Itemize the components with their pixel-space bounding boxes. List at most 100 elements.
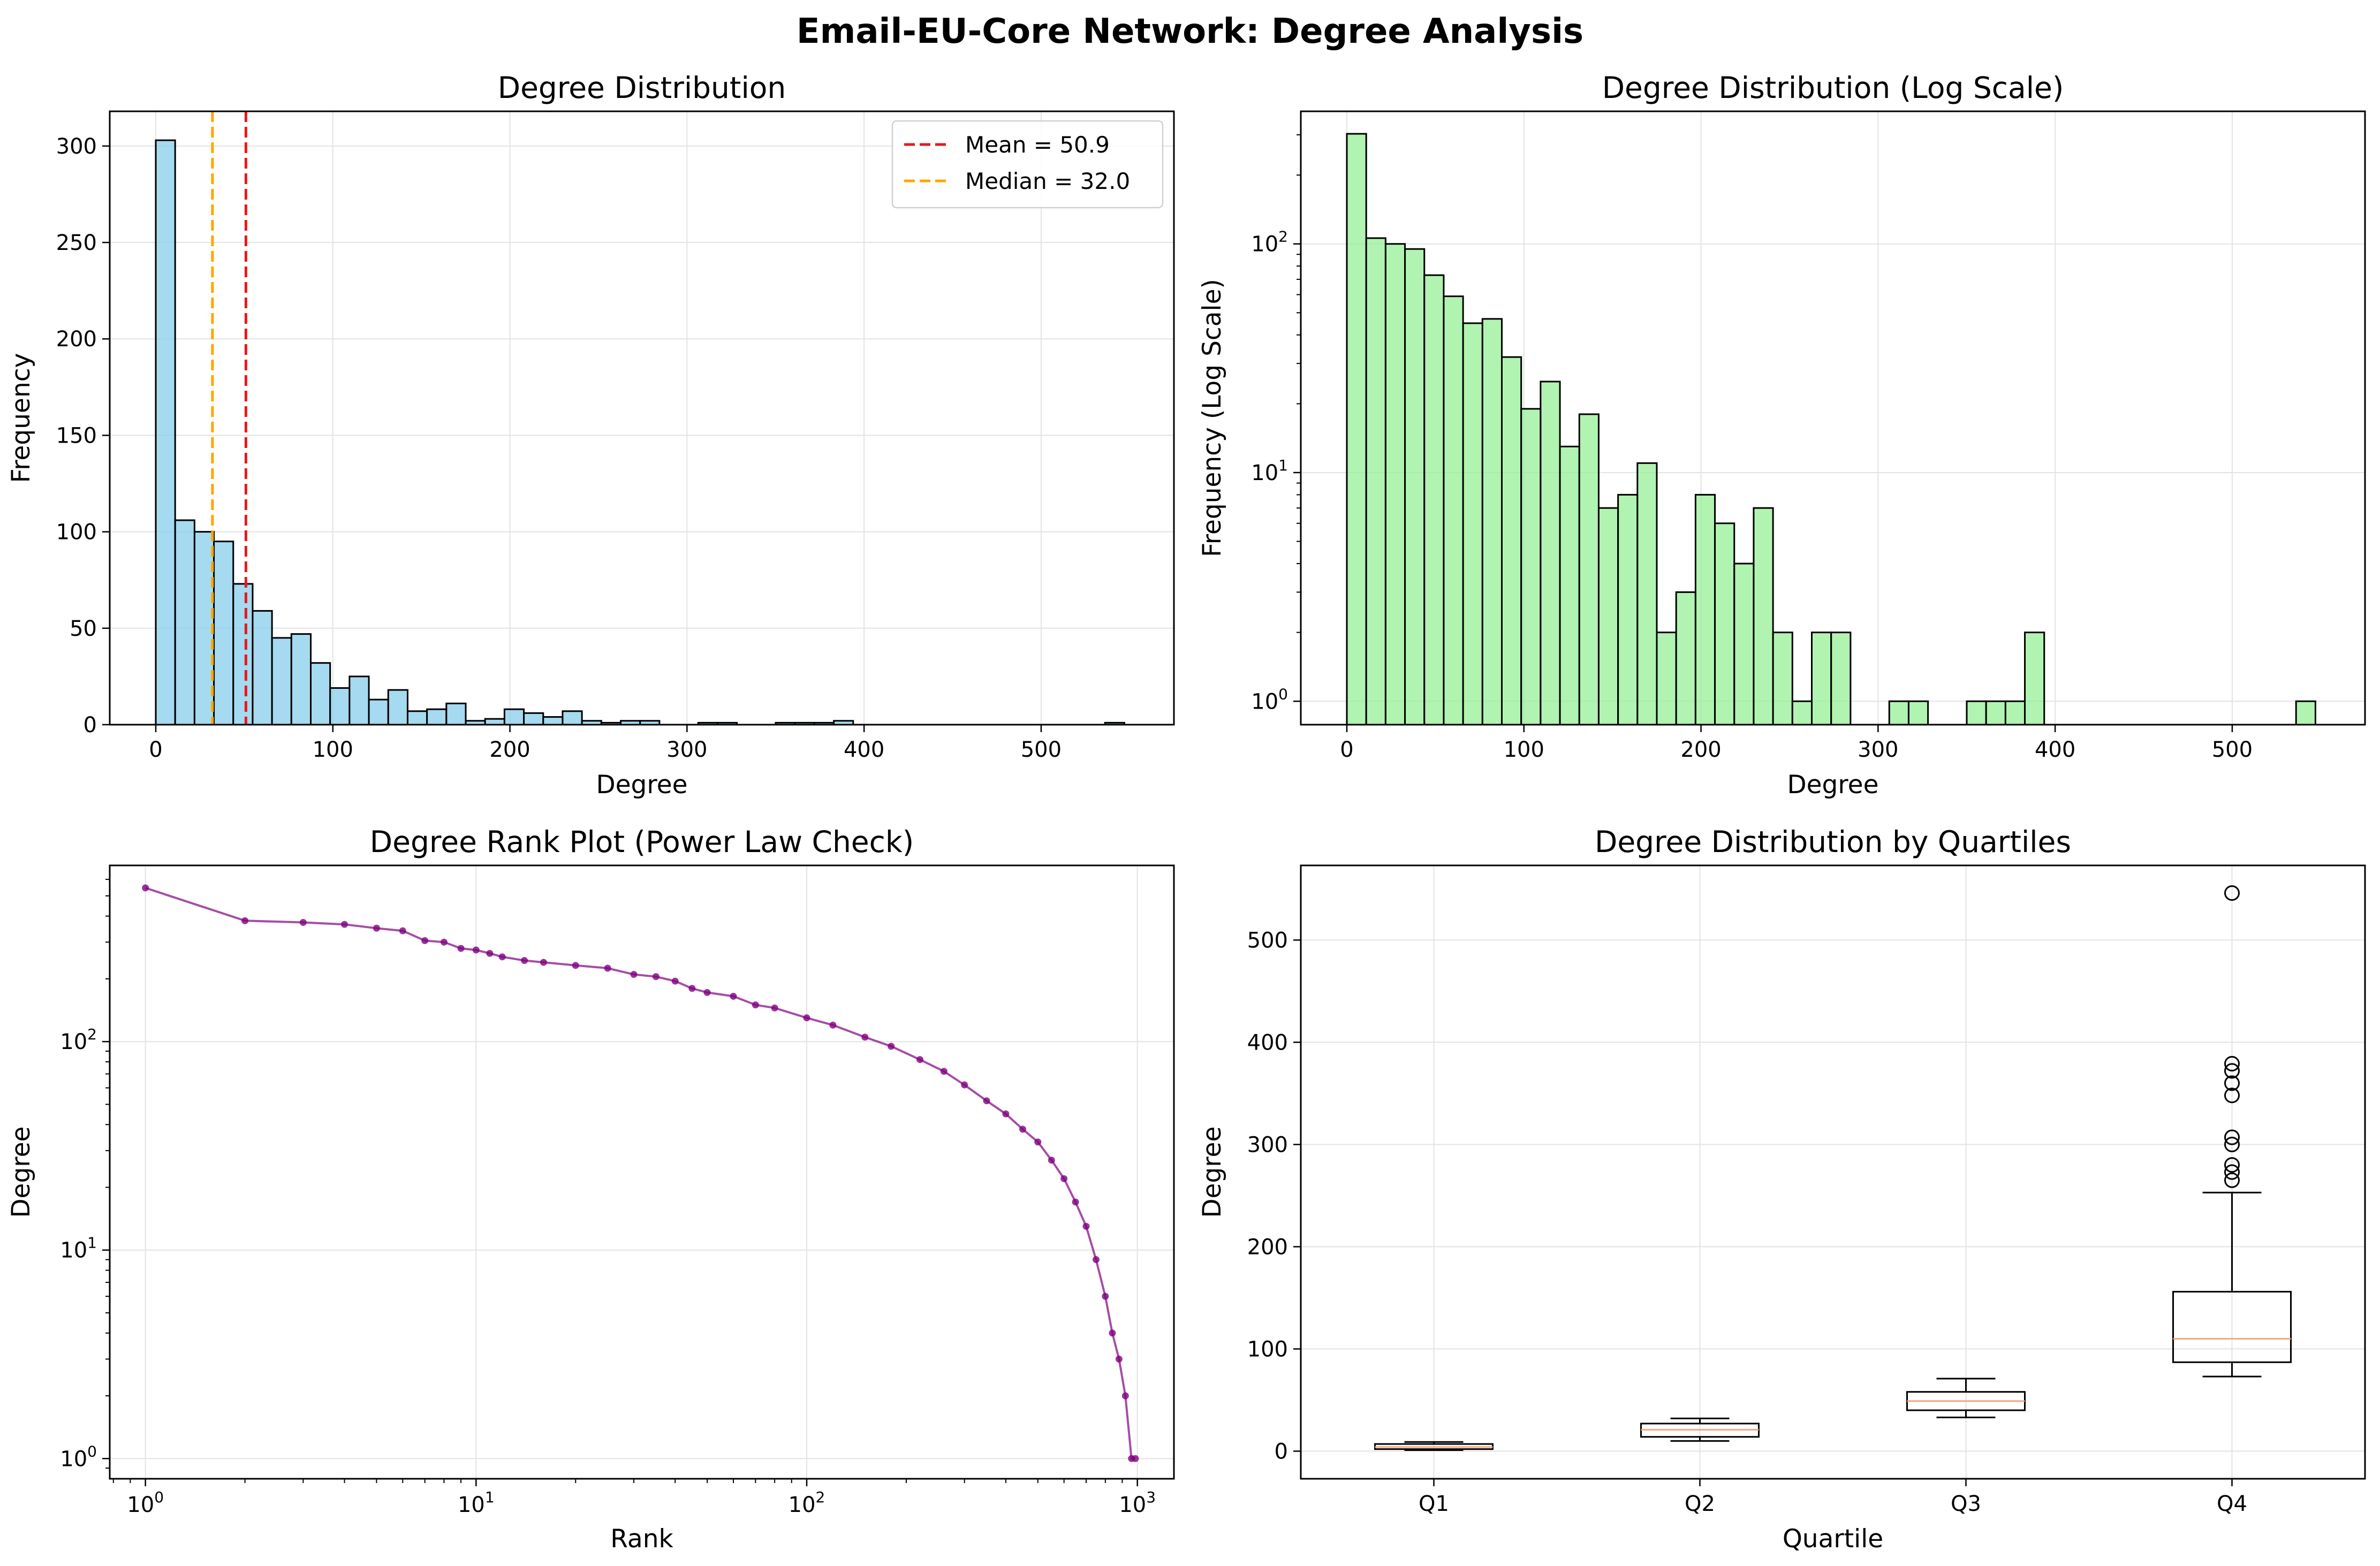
rank-point (399, 927, 406, 934)
tick-exponent: 1 (1278, 457, 1288, 474)
histogram-bar (310, 662, 331, 726)
x-tick-label: 101 (458, 1488, 495, 1517)
histogram-bar (1365, 237, 1386, 726)
x-tick-label: 200 (489, 738, 530, 762)
tick-exponent: 2 (87, 1025, 97, 1043)
outlier-point (2224, 1157, 2240, 1173)
y-tick-label: 101 (1251, 457, 1288, 485)
histogram-bar (1578, 413, 1600, 726)
x-tick-label: Q4 (2217, 1492, 2247, 1516)
histogram-bar (213, 541, 234, 726)
histogram-bar (1597, 507, 1619, 726)
y-tick-label: 200 (1247, 1235, 1288, 1259)
rank-point (771, 1004, 778, 1012)
x-tick-label: 0 (149, 738, 162, 762)
outlier-point (2224, 1088, 2240, 1104)
histogram-bar (503, 708, 525, 726)
x-axis-label: Degree (1787, 770, 1878, 800)
x-axis-label: Quartile (1783, 1524, 1883, 1554)
rank-point (861, 1033, 869, 1041)
x-tick-label: 300 (666, 738, 707, 762)
histogram-bar (1753, 507, 1774, 726)
rank-point (1002, 1110, 1010, 1118)
rank-point (421, 937, 429, 945)
histogram-bar (387, 689, 408, 726)
histogram-bar (2004, 700, 2026, 726)
rank-point (1019, 1126, 1026, 1133)
rank-point (652, 973, 660, 980)
outlier-point (2224, 1136, 2240, 1152)
histogram-bar (1656, 632, 1677, 726)
panel-title: Degree Rank Plot (Power Law Check) (370, 825, 914, 859)
outlier-point (2224, 1056, 2240, 1072)
rank-point (1048, 1157, 1055, 1164)
axes-frame (1300, 110, 2366, 726)
histogram-bar (1772, 632, 1793, 726)
histogram-bar (1985, 700, 2006, 726)
y-tick-label: 102 (1251, 228, 1288, 257)
legend-label: Mean = 50.9 (965, 132, 1110, 158)
rank-point (521, 957, 528, 964)
rank-point (1082, 1222, 1090, 1230)
histogram-bar (1540, 381, 1561, 726)
histogram-bar (1811, 632, 1832, 726)
histogram-bar (406, 710, 428, 726)
rank-point (983, 1097, 990, 1105)
y-tick-label: 100 (60, 1442, 97, 1471)
rank-point (1132, 1455, 1139, 1462)
panel-title: Degree Distribution (498, 71, 786, 105)
tick-base: 10 (789, 1493, 816, 1517)
histogram-bar (1443, 295, 1464, 726)
figure-title: Email-EU-Core Network: Degree Analysis (797, 12, 1583, 51)
rank-point (916, 1056, 924, 1063)
x-tick-label: 0 (1340, 738, 1353, 762)
rank-point (688, 985, 696, 992)
histogram-bar (252, 610, 273, 726)
x-tick-label: 400 (844, 738, 884, 762)
legend-box (891, 120, 1164, 209)
rank-point (888, 1043, 895, 1050)
panel-title: Degree Distribution (Log Scale) (1602, 71, 2064, 105)
outlier-point (2224, 1075, 2240, 1091)
rank-point (472, 946, 480, 954)
x-axis-label: Rank (610, 1524, 673, 1554)
y-tick-label: 100 (1251, 685, 1288, 714)
tick-base: 10 (127, 1493, 154, 1517)
tick-exponent: 2 (816, 1488, 825, 1506)
y-tick-label: 101 (60, 1234, 97, 1263)
y-tick-label: 300 (1247, 1132, 1288, 1157)
rank-point (540, 959, 547, 966)
axes-frame (109, 864, 1175, 1480)
rank-point (498, 953, 506, 961)
rank-point (730, 992, 737, 1000)
rank-point (1121, 1392, 1129, 1400)
histogram-bar (1694, 493, 1716, 726)
tick-exponent: 0 (87, 1442, 97, 1460)
outlier-point (2224, 1172, 2240, 1188)
y-tick-label: 100 (1247, 1337, 1288, 1362)
x-tick-label: 200 (1680, 738, 1721, 762)
y-tick-label: 0 (1275, 1439, 1288, 1464)
rank-point (1102, 1293, 1109, 1300)
quartile-boxplot-panel: 0 100 200 300 400 500 Q1 Q2 Q3 Q4 Degree Distribut… (1197, 825, 2366, 1554)
histogram-bar (2024, 632, 2045, 726)
histogram-bar (290, 633, 312, 726)
histogram-bar (1346, 133, 1367, 726)
rank-point (457, 945, 465, 952)
outlier-point (2224, 1129, 2240, 1145)
tick-base: 10 (1251, 232, 1278, 257)
histogram-bar (329, 687, 351, 726)
histogram-bar (1888, 700, 1909, 726)
histogram-bar (542, 716, 564, 726)
y-axis-label: Frequency (Log Scale) (1197, 279, 1227, 557)
y-axis-label: Frequency (6, 353, 36, 483)
rank-point (961, 1081, 968, 1089)
tick-base: 10 (60, 1238, 87, 1263)
x-tick-label: Q3 (1951, 1492, 1981, 1516)
histogram-bar (1501, 356, 1522, 726)
rank-point (142, 884, 149, 892)
rank-point (341, 921, 348, 928)
histogram-bar (1714, 522, 1735, 726)
histogram-bar (1404, 248, 1426, 726)
